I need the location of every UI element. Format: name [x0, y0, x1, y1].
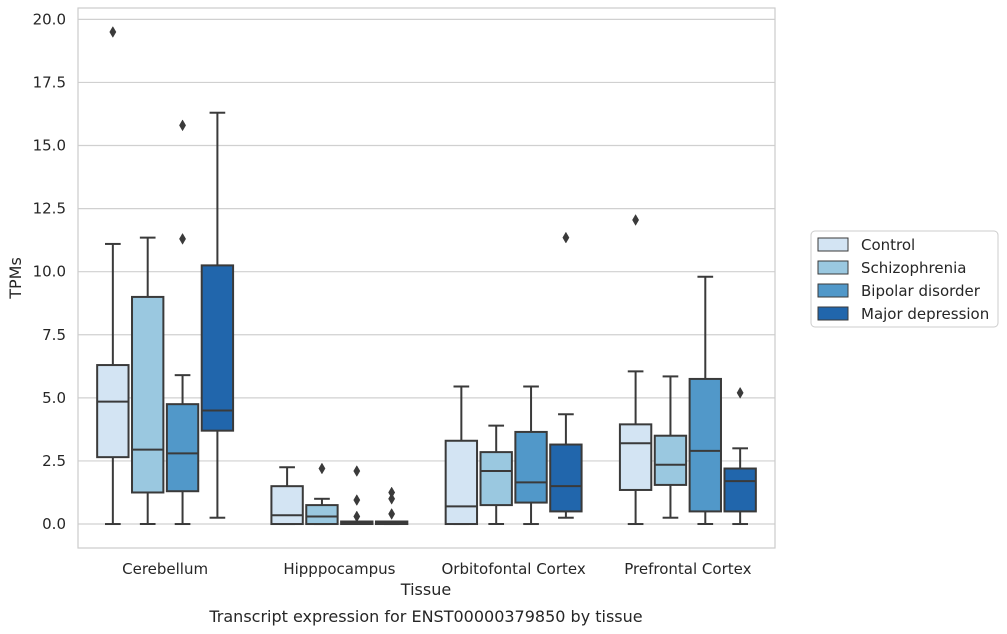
- box-group: [444, 385, 479, 526]
- legend-swatch: [817, 260, 849, 275]
- box-group: [131, 236, 165, 526]
- box-group: [618, 214, 653, 526]
- legend: Control Schizophrenia Bipolar disorder Majo…: [810, 230, 999, 328]
- boxes: [96, 26, 757, 526]
- box-group: [165, 119, 200, 526]
- chart-caption: Transcript expression for ENST0000037985…: [208, 607, 642, 626]
- outlier-point: [388, 508, 396, 520]
- y-tick-label: 0.0: [42, 515, 66, 533]
- box: [270, 485, 304, 526]
- outlier-point: [562, 231, 570, 244]
- outlier-point: [179, 119, 186, 132]
- plot-frame: [77, 7, 776, 549]
- y-tick-label: 2.5: [42, 452, 66, 470]
- y-tick-label: 17.5: [33, 73, 66, 91]
- legend-swatch: [817, 237, 849, 252]
- box-group: [96, 26, 130, 526]
- outlier-point: [353, 465, 361, 477]
- box: [96, 364, 130, 459]
- box: [165, 403, 200, 493]
- x-tick-label: Orbitofontal Cortex: [442, 560, 586, 578]
- y-tick-labels: 0.0 2.5 5.0 7.5 10.0 12.5 15.0 17.5 20.0: [33, 10, 66, 533]
- legend-frame: [810, 230, 999, 328]
- box-group: [270, 466, 304, 526]
- box: [131, 295, 165, 494]
- box: [514, 430, 548, 504]
- y-tick-label: 15.0: [33, 137, 66, 155]
- legend-swatch: [817, 283, 849, 298]
- box-group: [549, 231, 583, 519]
- x-tick-label: Prefrontal Cortex: [624, 560, 751, 578]
- y-axis-label: TPMs: [6, 257, 25, 300]
- y-tick-label: 20.0: [33, 10, 66, 28]
- y-tick-label: 10.0: [33, 263, 66, 281]
- box-group: [479, 424, 513, 526]
- box-group: [723, 386, 757, 526]
- box-group: [340, 465, 374, 526]
- outlier-point: [179, 232, 186, 245]
- legend-swatch: [817, 306, 849, 321]
- box-group: [374, 486, 409, 526]
- box-group: [514, 385, 548, 526]
- legend-label: Major depression: [861, 305, 989, 323]
- outlier-point: [353, 494, 361, 506]
- box-group: [305, 462, 339, 526]
- box: [618, 423, 653, 491]
- box: [653, 434, 688, 486]
- outlier-point: [318, 462, 326, 475]
- outlier-point: [388, 486, 396, 499]
- legend-label: Schizophrenia: [861, 259, 966, 277]
- x-tick-label: Cerebellum: [122, 560, 208, 578]
- box: [723, 467, 757, 513]
- box: [479, 451, 513, 507]
- box-group: [200, 111, 235, 519]
- box: [444, 439, 479, 526]
- box-group: [688, 275, 722, 526]
- box: [305, 504, 339, 526]
- x-axis-label: Tissue: [400, 580, 451, 599]
- box: [688, 377, 722, 513]
- legend-label: Bipolar disorder: [861, 282, 981, 300]
- outlier-point: [632, 214, 640, 226]
- box-group: [653, 375, 688, 519]
- y-tick-label: 12.5: [33, 200, 66, 218]
- legend-label: Control: [861, 236, 915, 254]
- box: [200, 264, 235, 432]
- y-tick-label: 7.5: [42, 326, 66, 344]
- outlier-point: [388, 492, 396, 505]
- x-tick-labels: Cerebellum Hipppocampus Orbitofontal Corte…: [122, 560, 751, 578]
- y-tick-label: 5.0: [42, 389, 66, 407]
- outlier-point: [353, 510, 361, 523]
- outlier-point: [109, 26, 117, 38]
- outlier-point: [736, 386, 744, 399]
- x-tick-label: Hipppocampus: [283, 560, 395, 578]
- box: [549, 443, 583, 513]
